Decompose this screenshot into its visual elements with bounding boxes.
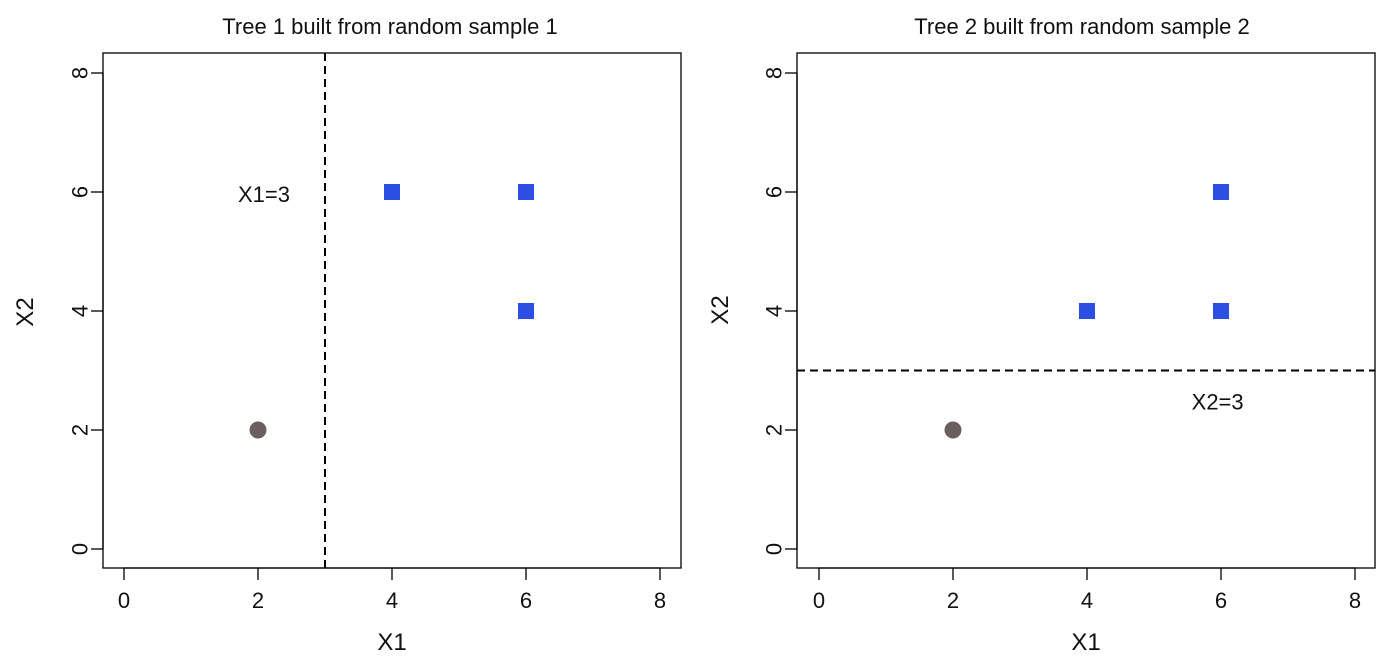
point-square xyxy=(1213,184,1229,200)
panel-1-x-axis: 0 2 4 6 8 xyxy=(118,567,666,613)
panel-1-y-axis: 0 2 4 6 8 xyxy=(68,67,104,555)
panel-1-title: Tree 1 built from random sample 1 xyxy=(222,14,557,39)
point-square xyxy=(518,184,534,200)
panel-1-y-axis-label: X2 xyxy=(12,297,39,326)
x-tick-label: 0 xyxy=(813,588,825,613)
point-square xyxy=(384,184,400,200)
point-circle xyxy=(944,421,962,439)
x-tick-label: 4 xyxy=(1081,588,1093,613)
point-square xyxy=(518,303,534,319)
y-tick-label: 4 xyxy=(762,305,787,317)
point-square xyxy=(1213,303,1229,319)
y-tick-label: 6 xyxy=(762,186,787,198)
y-tick-label: 4 xyxy=(68,305,93,317)
y-tick-label: 2 xyxy=(762,424,787,436)
y-tick-label: 0 xyxy=(762,543,787,555)
point-square xyxy=(1079,303,1095,319)
x-tick-label: 2 xyxy=(252,588,264,613)
panel-2-y-axis-label: X2 xyxy=(707,295,734,324)
panel-2-title: Tree 2 built from random sample 2 xyxy=(914,14,1249,39)
point-circle xyxy=(249,421,267,439)
panel-1-split: X1=3 xyxy=(238,53,326,568)
panel-2-x-axis-label: X1 xyxy=(1071,629,1100,656)
panel-2-split: X2=3 xyxy=(797,369,1375,415)
panel-1-plot-frame xyxy=(102,52,682,569)
y-tick-label: 8 xyxy=(762,67,787,79)
panel-2-x-axis: 0 2 4 6 8 xyxy=(813,567,1361,613)
x-tick-label: 6 xyxy=(1215,588,1227,613)
y-tick-label: 0 xyxy=(68,543,93,555)
split-label: X1=3 xyxy=(238,182,290,207)
panel-2-y-axis: 0 2 4 6 8 xyxy=(762,67,798,555)
panel-2-points xyxy=(944,184,1229,439)
y-tick-label: 8 xyxy=(68,67,93,79)
split-label: X2=3 xyxy=(1192,390,1244,415)
panel-1-points xyxy=(249,184,534,439)
y-tick-label: 2 xyxy=(68,424,93,436)
x-tick-label: 0 xyxy=(118,588,130,613)
y-tick-label: 6 xyxy=(68,186,93,198)
x-tick-label: 4 xyxy=(386,588,398,613)
panel-1-x-axis-label: X1 xyxy=(377,629,406,656)
x-tick-label: 2 xyxy=(947,588,959,613)
x-tick-label: 8 xyxy=(654,588,666,613)
x-tick-label: 6 xyxy=(520,588,532,613)
x-tick-label: 8 xyxy=(1349,588,1361,613)
